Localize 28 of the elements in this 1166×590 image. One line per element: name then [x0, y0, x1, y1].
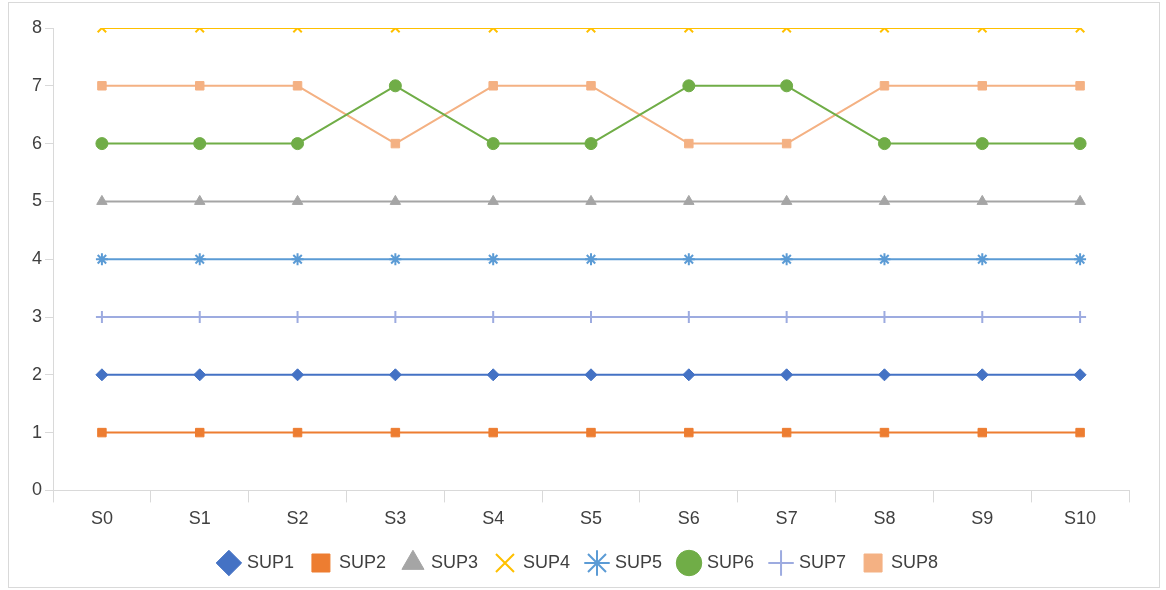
- x-tick-label: S7: [775, 508, 798, 529]
- legend-label: SUP3: [430, 551, 478, 572]
- legend-label: SUP1: [246, 551, 294, 572]
- y-tick-label: 7: [32, 74, 43, 95]
- x-tick-label: S10: [1064, 508, 1097, 529]
- y-tick-label: 0: [32, 479, 43, 500]
- x-tick-label: S0: [90, 508, 113, 529]
- x-tick-label: S5: [579, 508, 603, 529]
- y-tick-label: 4: [32, 248, 43, 269]
- x-tick-label: S9: [971, 508, 994, 529]
- y-tick-label: 3: [32, 305, 43, 326]
- legend-label: SUP8: [891, 551, 939, 572]
- x-tick-label: S6: [677, 508, 700, 529]
- y-tick-label: 1: [32, 421, 43, 442]
- y-tick-label: 2: [32, 363, 43, 384]
- legend-label: SUP7: [799, 551, 847, 572]
- legend-label: SUP4: [522, 551, 571, 572]
- legend-label: SUP5: [615, 551, 663, 572]
- y-tick-label: 8: [32, 16, 43, 37]
- x-tick-label: S3: [384, 508, 407, 529]
- x-tick-label: S4: [482, 508, 505, 529]
- legend-label: SUP2: [338, 551, 386, 572]
- x-tick-label: S8: [873, 508, 896, 529]
- y-tick-label: 6: [32, 132, 43, 153]
- x-tick-label: S1: [188, 508, 211, 529]
- y-tick-label: 5: [32, 190, 43, 211]
- legend-label: SUP6: [707, 551, 755, 572]
- x-tick-label: S2: [286, 508, 309, 529]
